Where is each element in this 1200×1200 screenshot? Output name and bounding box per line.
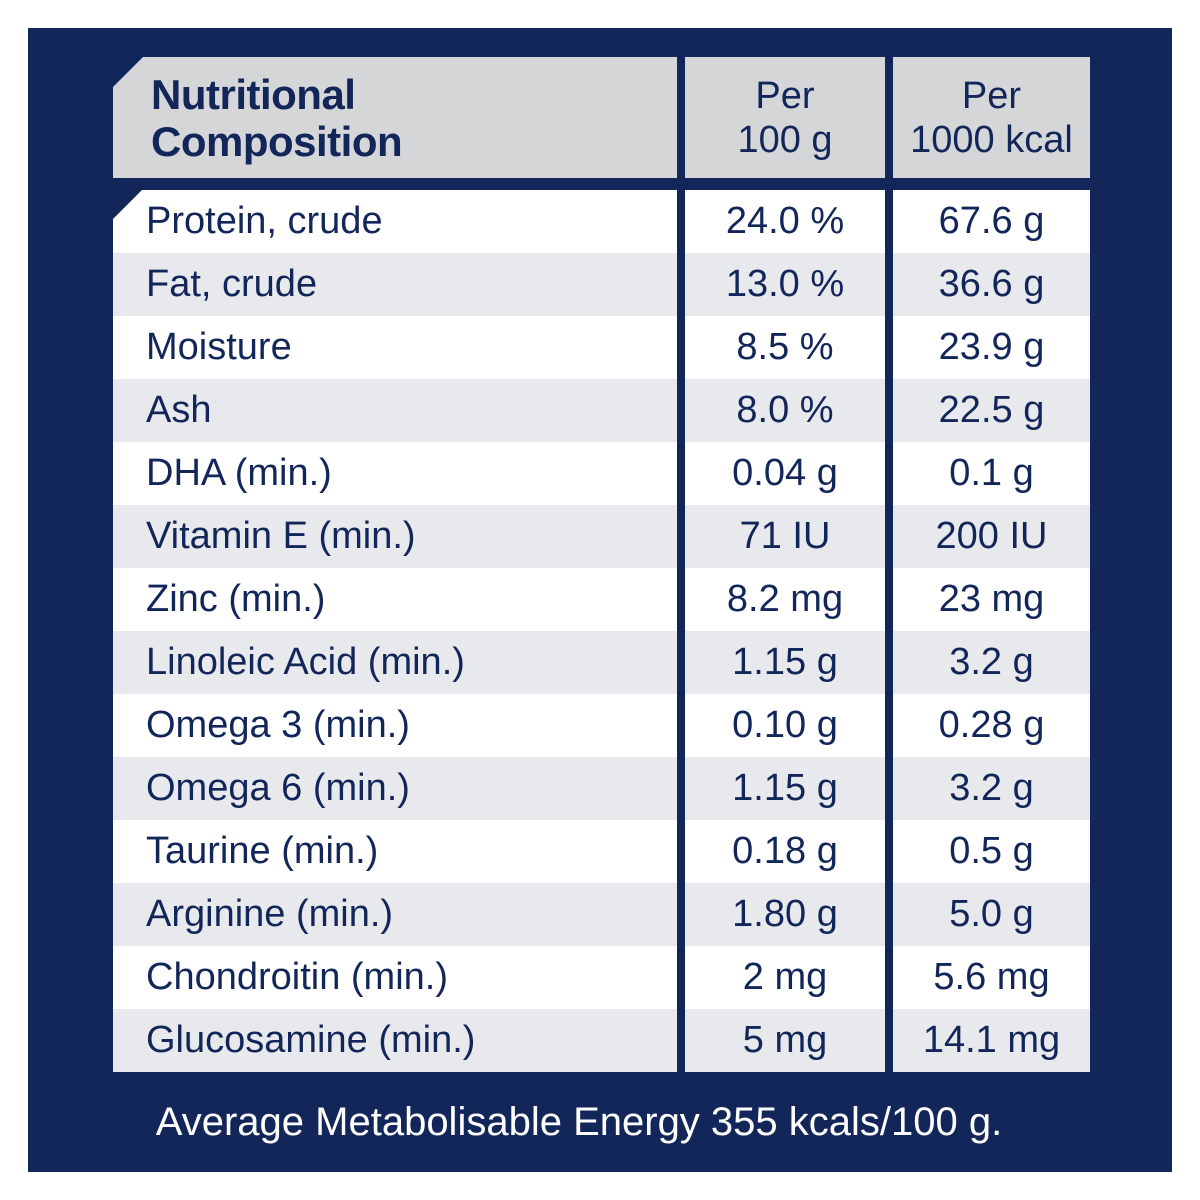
column-divider [885,379,893,442]
column-divider [677,1009,685,1072]
row-linoleic-acid-name: Linoleic Acid (min.) [113,631,677,694]
row-taurine-per-100g: 0.18 g [685,820,885,883]
column-divider [677,946,685,1009]
row-fat-per-100g: 13.0 % [685,253,885,316]
column-divider [885,57,893,178]
column-divider [885,694,893,757]
row-ash-name: Ash [113,379,677,442]
column-divider [677,57,685,178]
row-omega-6-per-1000kcal: 3.2 g [893,757,1090,820]
row-dha-per-1000kcal: 0.1 g [893,442,1090,505]
table-title: Nutritional Composition [113,57,677,178]
column-divider [885,1009,893,1072]
row-taurine-name: Taurine (min.) [113,820,677,883]
metabolisable-energy-note: Average Metabolisable Energy 355 kcals/1… [28,1072,1172,1172]
row-chondroitin-name: Chondroitin (min.) [113,946,677,1009]
row-glucosamine-per-100g: 5 mg [685,1009,885,1072]
row-zinc-name: Zinc (min.) [113,568,677,631]
column-divider [885,505,893,568]
row-dha-name: DHA (min.) [113,442,677,505]
nutrition-panel: Nutritional Composition Per 100 g Per 10… [28,28,1172,1172]
row-chondroitin-per-100g: 2 mg [685,946,885,1009]
column-divider [677,757,685,820]
row-fat-per-1000kcal: 36.6 g [893,253,1090,316]
table-header: Nutritional Composition Per 100 g Per 10… [113,57,1090,178]
row-glucosamine-name: Glucosamine (min.) [113,1009,677,1072]
row-glucosamine-per-1000kcal: 14.1 mg [893,1009,1090,1072]
column-divider [677,694,685,757]
column-divider [885,253,893,316]
column-divider [885,946,893,1009]
row-linoleic-acid-per-1000kcal: 3.2 g [893,631,1090,694]
column-divider [677,316,685,379]
row-moisture-per-1000kcal: 23.9 g [893,316,1090,379]
row-omega-3-per-100g: 0.10 g [685,694,885,757]
row-moisture-name: Moisture [113,316,677,379]
row-ash-per-1000kcal: 22.5 g [893,379,1090,442]
row-protein-name: Protein, crude [113,190,677,253]
column-divider [677,442,685,505]
column-divider [677,253,685,316]
table-title-line2: Composition [151,117,403,165]
row-vitamin-e-name: Vitamin E (min.) [113,505,677,568]
column-divider [677,379,685,442]
column-header-per-1000kcal-line2: 1000 kcal [910,118,1073,161]
row-arginine-per-1000kcal: 5.0 g [893,883,1090,946]
column-divider [677,505,685,568]
row-fat-name: Fat, crude [113,253,677,316]
column-divider [885,568,893,631]
table-body: Protein, crude 24.0 % 67.6 g Fat, crude … [113,190,1090,1072]
column-header-per-1000kcal-line1: Per [961,74,1022,117]
column-header-per-100g: Per 100 g [685,57,885,178]
row-zinc-per-1000kcal: 23 mg [893,568,1090,631]
row-omega-3-per-1000kcal: 0.28 g [893,694,1090,757]
column-divider [885,316,893,379]
column-divider [677,631,685,694]
row-vitamin-e-per-1000kcal: 200 IU [893,505,1090,568]
column-divider [677,820,685,883]
column-divider [885,820,893,883]
row-omega-6-name: Omega 6 (min.) [113,757,677,820]
column-divider [677,190,685,253]
row-omega-3-name: Omega 3 (min.) [113,694,677,757]
row-arginine-name: Arginine (min.) [113,883,677,946]
column-divider [885,190,893,253]
row-protein-per-100g: 24.0 % [685,190,885,253]
row-vitamin-e-per-100g: 71 IU [685,505,885,568]
row-zinc-per-100g: 8.2 mg [685,568,885,631]
table-title-line1: Nutritional [151,70,356,118]
row-taurine-per-1000kcal: 0.5 g [893,820,1090,883]
row-arginine-per-100g: 1.80 g [685,883,885,946]
column-divider [885,883,893,946]
column-divider [885,757,893,820]
row-linoleic-acid-per-100g: 1.15 g [685,631,885,694]
row-protein-per-1000kcal: 67.6 g [893,190,1090,253]
metabolisable-energy-text: Average Metabolisable Energy 355 kcals/1… [155,1099,1003,1144]
row-dha-per-100g: 0.04 g [685,442,885,505]
column-divider [677,883,685,946]
column-header-per-100g-line2: 100 g [737,118,833,161]
nutrition-table: Nutritional Composition Per 100 g Per 10… [113,57,1090,1072]
column-header-per-100g-line1: Per [755,74,815,117]
column-divider [677,568,685,631]
column-divider [885,631,893,694]
column-divider [885,442,893,505]
row-ash-per-100g: 8.0 % [685,379,885,442]
row-omega-6-per-100g: 1.15 g [685,757,885,820]
row-chondroitin-per-1000kcal: 5.6 mg [893,946,1090,1009]
column-header-per-1000kcal: Per 1000 kcal [893,57,1090,178]
row-moisture-per-100g: 8.5 % [685,316,885,379]
